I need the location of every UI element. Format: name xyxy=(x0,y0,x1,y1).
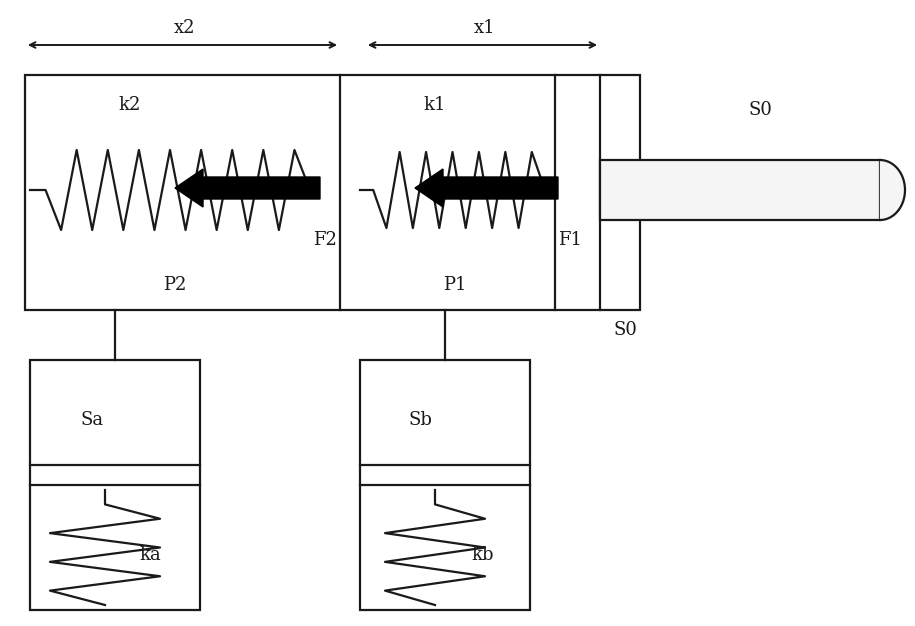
Polygon shape xyxy=(600,160,880,220)
Text: P1: P1 xyxy=(443,276,467,294)
Text: F1: F1 xyxy=(558,231,582,249)
FancyArrow shape xyxy=(415,169,558,207)
Text: x1: x1 xyxy=(474,19,496,37)
Text: k2: k2 xyxy=(119,96,141,114)
Text: x2: x2 xyxy=(174,19,196,37)
Text: kb: kb xyxy=(472,546,494,564)
Text: F2: F2 xyxy=(313,231,337,249)
Text: Sb: Sb xyxy=(408,411,432,429)
Text: Sa: Sa xyxy=(80,411,103,429)
Text: S0: S0 xyxy=(613,321,637,339)
Text: S0: S0 xyxy=(748,101,772,119)
Text: P2: P2 xyxy=(163,276,187,294)
FancyArrow shape xyxy=(175,169,320,207)
Text: ka: ka xyxy=(139,546,161,564)
Text: k1: k1 xyxy=(424,96,447,114)
